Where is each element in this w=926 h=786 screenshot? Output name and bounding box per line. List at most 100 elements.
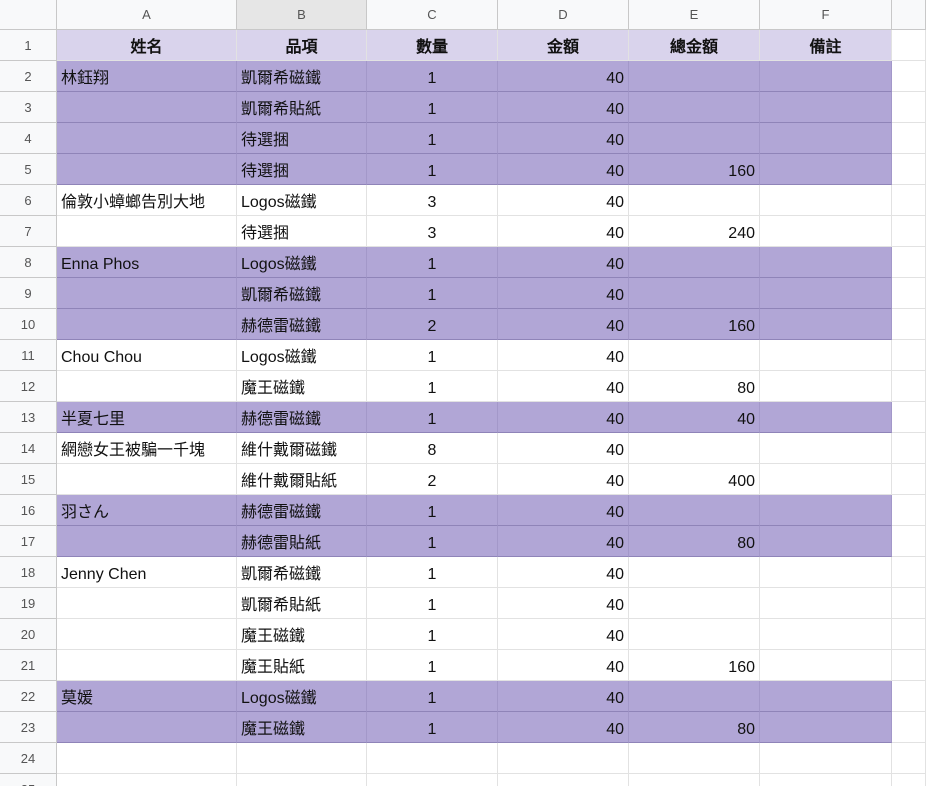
cell[interactable] [629, 340, 760, 371]
cell[interactable]: 40 [498, 92, 629, 123]
header-cell[interactable]: 姓名 [57, 30, 237, 61]
cell[interactable]: 40 [498, 61, 629, 92]
cell[interactable] [629, 123, 760, 154]
cell[interactable] [760, 681, 892, 712]
row-header[interactable]: 7 [0, 216, 57, 247]
cell[interactable]: 40 [498, 247, 629, 278]
header-cell[interactable]: 金額 [498, 30, 629, 61]
row-header[interactable]: 10 [0, 309, 57, 340]
cell[interactable]: 魔王貼紙 [237, 650, 367, 681]
cell[interactable] [760, 185, 892, 216]
cell[interactable] [760, 278, 892, 309]
cell[interactable]: 倫敦小蟑螂告別大地 [57, 185, 237, 216]
column-header[interactable]: F [760, 0, 892, 30]
cell[interactable] [57, 309, 237, 340]
cell[interactable] [367, 774, 498, 786]
row-header[interactable]: 23 [0, 712, 57, 743]
cell[interactable]: 40 [498, 495, 629, 526]
cell[interactable] [629, 588, 760, 619]
cell[interactable]: 160 [629, 650, 760, 681]
cell[interactable] [760, 650, 892, 681]
column-header[interactable]: C [367, 0, 498, 30]
cell[interactable]: 40 [498, 588, 629, 619]
cell[interactable] [760, 154, 892, 185]
cell[interactable]: 1 [367, 557, 498, 588]
row-header[interactable]: 22 [0, 681, 57, 712]
cell[interactable] [629, 433, 760, 464]
cell[interactable] [629, 247, 760, 278]
cell[interactable]: 40 [498, 154, 629, 185]
cell[interactable] [760, 123, 892, 154]
cell[interactable]: 1 [367, 278, 498, 309]
cell[interactable]: 40 [498, 681, 629, 712]
row-header[interactable]: 13 [0, 402, 57, 433]
cell[interactable]: 魔王磁鐵 [237, 619, 367, 650]
cell[interactable]: 赫德雷磁鐵 [237, 495, 367, 526]
row-header[interactable]: 21 [0, 650, 57, 681]
cell[interactable]: 1 [367, 712, 498, 743]
cell[interactable] [760, 526, 892, 557]
row-header[interactable]: 14 [0, 433, 57, 464]
row-header[interactable]: 17 [0, 526, 57, 557]
row-header[interactable]: 5 [0, 154, 57, 185]
cell[interactable]: Logos磁鐵 [237, 247, 367, 278]
cell[interactable] [629, 557, 760, 588]
row-header[interactable]: 11 [0, 340, 57, 371]
cell[interactable]: 1 [367, 588, 498, 619]
cell[interactable]: 凱爾希貼紙 [237, 92, 367, 123]
cell[interactable] [629, 278, 760, 309]
row-header[interactable]: 15 [0, 464, 57, 495]
cell[interactable]: 1 [367, 650, 498, 681]
cell[interactable]: 40 [498, 712, 629, 743]
cell[interactable] [629, 61, 760, 92]
cell[interactable]: 40 [498, 123, 629, 154]
column-header[interactable]: A [57, 0, 237, 30]
cell[interactable] [760, 495, 892, 526]
cell[interactable] [57, 774, 237, 786]
cell[interactable]: 40 [498, 340, 629, 371]
cell[interactable] [57, 526, 237, 557]
row-header[interactable]: 12 [0, 371, 57, 402]
cell[interactable]: 待選捆 [237, 123, 367, 154]
cell[interactable]: Logos磁鐵 [237, 185, 367, 216]
cell[interactable] [57, 650, 237, 681]
cell[interactable] [760, 464, 892, 495]
column-header[interactable]: B [237, 0, 367, 30]
cell[interactable]: 40 [498, 309, 629, 340]
cell[interactable] [57, 92, 237, 123]
row-header[interactable]: 6 [0, 185, 57, 216]
cell[interactable]: 半夏七里 [57, 402, 237, 433]
header-cell[interactable]: 備註 [760, 30, 892, 61]
row-header[interactable]: 18 [0, 557, 57, 588]
cell[interactable]: 1 [367, 371, 498, 402]
cell[interactable] [629, 495, 760, 526]
cell[interactable]: 赫德雷貼紙 [237, 526, 367, 557]
cell[interactable] [57, 123, 237, 154]
cell[interactable]: 凱爾希磁鐵 [237, 557, 367, 588]
row-header[interactable]: 16 [0, 495, 57, 526]
cell[interactable]: 40 [498, 464, 629, 495]
cell[interactable]: 80 [629, 712, 760, 743]
row-header[interactable]: 19 [0, 588, 57, 619]
cell[interactable]: 40 [498, 526, 629, 557]
cell[interactable]: 待選捆 [237, 154, 367, 185]
cell[interactable]: 160 [629, 309, 760, 340]
cell[interactable] [760, 774, 892, 786]
cell[interactable] [760, 402, 892, 433]
cell[interactable] [760, 433, 892, 464]
cell[interactable] [57, 216, 237, 247]
cell[interactable]: 40 [498, 371, 629, 402]
cell[interactable] [237, 774, 367, 786]
cell[interactable] [57, 464, 237, 495]
cell[interactable]: 1 [367, 340, 498, 371]
cell[interactable]: 凱爾希磁鐵 [237, 61, 367, 92]
row-header[interactable]: 9 [0, 278, 57, 309]
cell[interactable]: 魔王磁鐵 [237, 371, 367, 402]
cell[interactable]: 羽さん [57, 495, 237, 526]
row-header[interactable]: 8 [0, 247, 57, 278]
cell[interactable] [57, 619, 237, 650]
cell[interactable]: 2 [367, 309, 498, 340]
row-header[interactable]: 1 [0, 30, 57, 61]
cell[interactable]: 40 [498, 557, 629, 588]
cell[interactable] [57, 588, 237, 619]
